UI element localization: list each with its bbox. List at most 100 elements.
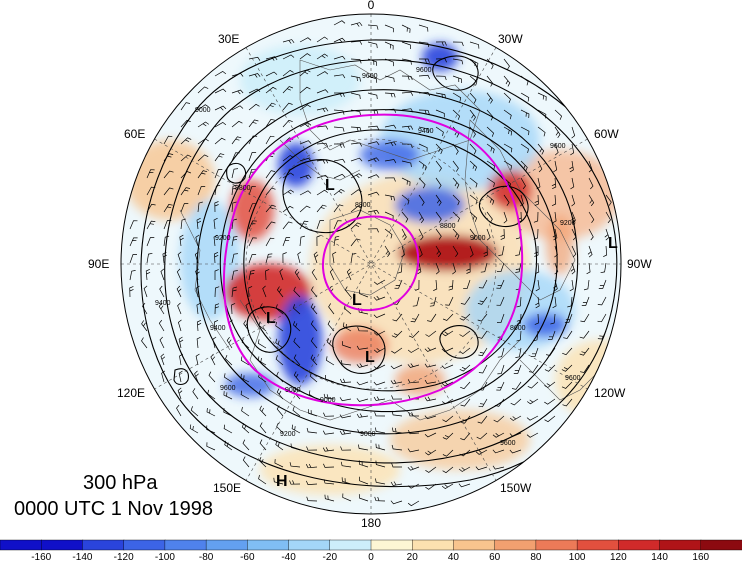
wind-barb [367,41,378,49]
colorbar-swatch [535,539,578,551]
wind-barb [341,341,352,349]
wind-barb [359,289,369,298]
wind-barb [180,119,191,128]
wind-barb [580,364,590,373]
wind-barb [350,238,361,247]
wind-barb [259,422,267,434]
wind-barb [265,119,275,128]
wind-barb [373,295,386,301]
contour-label: 9200 [560,220,576,227]
wind-barb [554,109,563,120]
wind-barb [452,92,462,102]
wind-barb [552,211,557,224]
wind-barb [299,174,312,180]
wind-barb [226,336,233,349]
wind-barb [486,211,493,223]
wind-barb [552,228,558,241]
wind-barb [418,228,424,241]
colorbar-tick-label: -60 [240,552,255,561]
contour-label: 9200 [280,431,296,438]
colorbar-labels: -160 -140 -120 -100 -80 -60 -40 -20 0 20 40 60 80 100… [31,552,709,561]
wind-barb [503,58,510,70]
wind-barb [583,279,590,291]
wind-barb [196,336,201,349]
wind-barb [567,296,573,308]
wind-barb [158,319,165,332]
wind-barb [329,268,335,281]
wind-barb [391,427,403,434]
wind-barb [248,237,257,247]
wind-barb [544,398,556,405]
wind-barb [265,221,276,230]
wind-barb [418,24,429,32]
wind-barb [316,89,329,94]
wind-barb [231,136,242,145]
wind-barb [477,330,488,339]
wind-barb [547,330,556,340]
wind-barb [159,285,165,298]
wind-barb [294,268,301,281]
wind-barb [526,432,539,438]
wind-barb [520,126,530,136]
wind-barb [146,252,153,264]
wind-barb [418,194,425,206]
contour-label: 9400 [155,300,171,307]
wind-barb [305,463,318,469]
wind-barb [544,381,556,388]
wind-barb [496,296,505,306]
wind-barb [537,126,546,137]
wind-barb [459,347,471,355]
wind-barb [324,494,335,502]
wind-barb [408,330,420,338]
wind-barb [588,228,594,241]
wind-barb [356,345,369,350]
wind-barb [441,347,454,353]
wind-barb [313,251,319,264]
wind-barb [161,370,166,383]
wind-barb [418,143,428,152]
colorbar-swatch [700,539,742,551]
wind-barb [516,296,522,308]
wind-barb [322,447,335,452]
colorbar-tick-label: 80 [530,552,542,561]
wind-barb [373,381,386,386]
wind-barb [534,194,539,206]
colorbar-tick-label: -100 [155,552,175,561]
wind-barb [503,126,513,136]
wind-barb [293,388,301,400]
wind-barb [552,296,557,309]
wind-barb [359,476,369,485]
wind-barb [480,262,488,273]
wind-barb [356,398,369,402]
wind-barb [293,337,301,349]
wind-barb [496,279,505,289]
wind-barb [424,396,437,402]
colorbar-tick-label: 20 [407,552,419,561]
wind-barb [231,236,238,247]
wind-barb [562,347,573,356]
wind-barb [460,432,471,441]
wind-barb [445,296,454,306]
contour-labels: 9600 9600 9000 9400 8800 9200 9600 8800 … [155,67,581,447]
wind-barb [586,262,591,275]
colorbar-swatch [164,539,207,551]
wind-barb [554,143,559,156]
wind-barb [375,460,386,468]
wind-barb [407,429,420,435]
wind-barb [401,91,414,96]
wind-barb [579,330,590,339]
wind-barb [460,381,471,390]
wind-barb [435,41,447,46]
wind-barb [177,302,182,315]
wind-barb [503,75,511,87]
wind-barb [418,160,427,171]
wind-barb [231,168,239,179]
wind-barb [475,449,488,455]
wind-barb [384,141,397,147]
wind-barb [460,296,471,305]
wind-barb [350,92,361,100]
wind-barb [407,347,420,353]
wind-barb [231,120,243,128]
wind-barb [231,270,238,281]
wind-barb [410,313,420,323]
